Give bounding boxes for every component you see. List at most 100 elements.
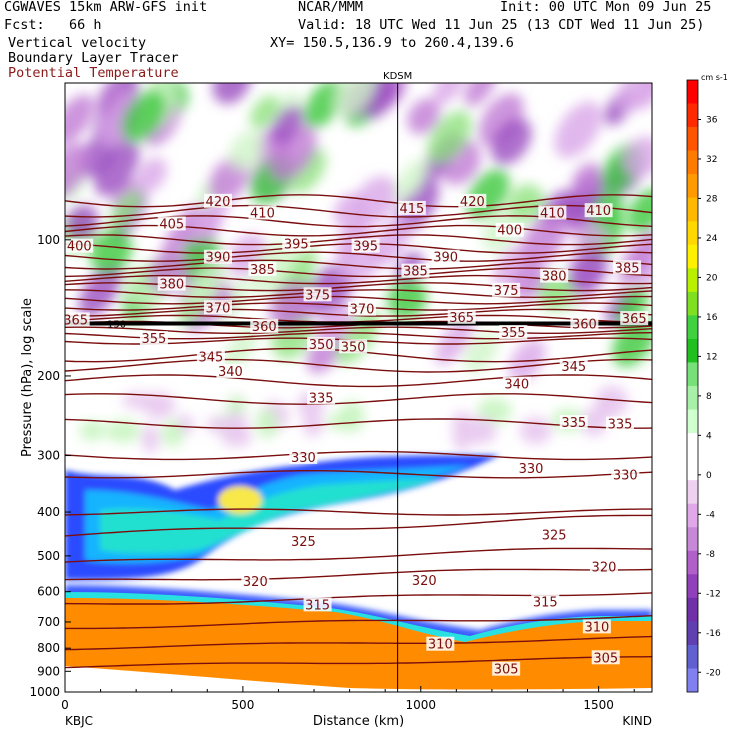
colorbar-frame [686, 79, 699, 693]
theta-contour-line [65, 295, 652, 305]
tracer-plume [100, 478, 440, 554]
theta-label-bg [517, 461, 546, 476]
y-tick-label: 700 [37, 615, 60, 629]
theta-contour-line [65, 568, 652, 581]
wave-blob [185, 259, 227, 311]
theta-contour-line [65, 289, 652, 299]
colorbar-swatch [687, 550, 698, 575]
wave-blob [427, 110, 472, 164]
theta-label-text: 355 [142, 332, 167, 347]
theta-label-bg [307, 390, 336, 405]
theta-label-bg [397, 200, 426, 215]
theta-label-text: 395 [353, 240, 378, 255]
wave-blob [554, 101, 602, 159]
theta-label: 355 [499, 325, 528, 341]
theta-contour-line [65, 470, 652, 479]
theta-label-bg [307, 337, 336, 352]
field-vertical-velocity: Vertical velocity [8, 35, 147, 51]
colorbar-label: -4 [706, 510, 715, 520]
theta-label-bg [339, 339, 368, 354]
colorbar-label: 16 [706, 313, 718, 323]
theta-label-text: 380 [159, 278, 184, 293]
wave-blob [105, 419, 141, 443]
theta-label-bg [531, 594, 560, 609]
wave-blob [394, 158, 429, 201]
y-tick-label: 1000 [29, 685, 60, 699]
colorbar-label: 4 [706, 431, 712, 441]
wave-blob [65, 143, 90, 200]
wave-blob [271, 105, 304, 144]
theta-contour-line [65, 547, 652, 563]
theta-label-text: 415 [399, 202, 424, 217]
theta-label-bg [591, 650, 620, 665]
colorbar-swatch [687, 197, 698, 222]
wave-blob [162, 204, 203, 258]
y-tick-label: 800 [37, 641, 60, 655]
theta-label-bg [351, 238, 380, 253]
wave-blob [465, 417, 497, 445]
theta-label-text: 375 [494, 284, 519, 299]
plot-frame [64, 82, 653, 693]
wave-blob [141, 424, 160, 454]
theta-contour-line [65, 234, 652, 246]
wave-blob [250, 95, 280, 130]
theta-label: 380 [157, 276, 186, 293]
colorbar-swatch [687, 597, 698, 622]
theta-label-bg [559, 415, 588, 430]
colorbar-swatch [687, 127, 698, 151]
theta-label: 335 [307, 390, 336, 406]
y-tick-label: 400 [37, 505, 60, 519]
colorbar-unit: cm s-1 [701, 73, 728, 82]
theta-label: 340 [502, 376, 531, 393]
theta-label: 390 [203, 249, 232, 266]
theta-label-bg [540, 268, 569, 283]
xy-label: XY= 150.5,136.9 to 260.4,139.6 [270, 35, 514, 51]
colorbar-swatch [687, 668, 698, 693]
theta-label-text: 355 [501, 326, 526, 341]
colorbar-swatch [687, 174, 698, 198]
theta-label-text: 320 [412, 574, 437, 589]
theta-label-text: 370 [206, 301, 231, 316]
theta-label-bg [216, 363, 245, 378]
theta-contour-line [65, 374, 652, 388]
colorbar-label: -20 [706, 668, 721, 678]
theta-label-bg [492, 282, 521, 297]
theta-label: 420 [203, 193, 232, 210]
colorbar-swatch [687, 644, 698, 669]
colorbar-label: 36 [706, 115, 718, 125]
wave-blob [571, 162, 602, 197]
theta-label-text: 420 [460, 195, 485, 210]
theta-label-bg [540, 527, 569, 542]
theta-contour-line [65, 656, 652, 669]
colorbar-swatch [687, 103, 698, 128]
theta-label-text: 305 [593, 651, 618, 666]
theta-label-bg [605, 416, 634, 431]
theta-label: 335 [605, 416, 634, 433]
theta-label-text: 400 [67, 240, 92, 255]
theta-label-text: 350 [309, 338, 334, 353]
colorbar-label: 24 [706, 234, 718, 244]
model-title: CGWAVES 15km ARW-GFS init [4, 0, 208, 15]
theta-label-text: 305 [494, 663, 519, 678]
theta-label: 415 [397, 200, 426, 217]
theta-label-bg [248, 261, 277, 276]
theta-label-text: 360 [252, 320, 277, 335]
wave-blob [65, 94, 95, 145]
tracer-core [218, 486, 262, 514]
theta-label-text: 320 [243, 575, 268, 590]
theta-label-text: 410 [250, 206, 275, 221]
theta-label-text: 380 [542, 270, 567, 285]
theta-label-text: 315 [533, 595, 558, 610]
wave-blob [627, 188, 652, 233]
theta-label: 390 [431, 249, 460, 266]
theta-label-bg [559, 358, 588, 373]
theta-label: 400 [65, 238, 94, 255]
theta-label-bg [139, 331, 168, 346]
theta-label-bg [495, 222, 524, 237]
theta-label-bg [289, 533, 318, 548]
wave-blob [572, 220, 607, 264]
theta-label-text: 350 [341, 340, 366, 355]
axes: KDSM 0 500 1000 1500 100 200 300 400 500 600 700 800… [20, 71, 653, 729]
theta-label: 335 [559, 415, 588, 431]
